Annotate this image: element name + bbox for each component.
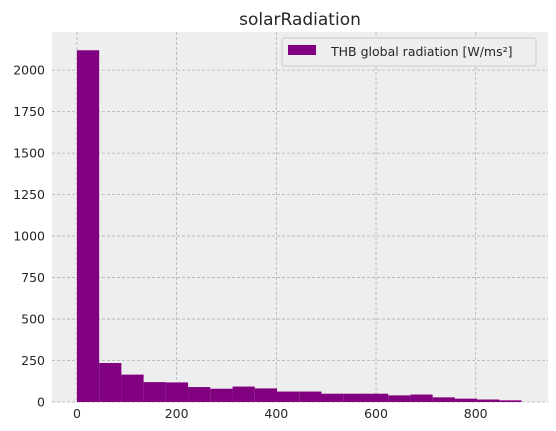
legend-box: [281, 37, 537, 67]
y-tick-label: 1500: [13, 146, 45, 161]
histogram-bar: [343, 393, 366, 402]
histogram-bars: [76, 50, 522, 402]
histogram-bar: [76, 50, 100, 402]
histogram-bar: [254, 388, 278, 402]
legend-swatch: [288, 45, 316, 55]
x-tick-label: 800: [464, 406, 488, 421]
grid-lines: [52, 32, 548, 403]
histogram-bar: [121, 374, 144, 402]
y-tick-label: 0: [37, 395, 45, 410]
x-tick-label: 400: [264, 406, 288, 421]
histogram-bar: [143, 382, 166, 402]
y-tick-label: 250: [21, 353, 45, 368]
y-tick-label: 500: [21, 312, 45, 327]
histogram-bar: [232, 386, 255, 402]
y-axis-ticks: 0 250 500 750 1000 1250 1500 1750 2000: [13, 63, 45, 410]
chart-title: solarRadiation: [239, 10, 361, 30]
histogram-bar: [454, 398, 478, 402]
histogram-bar: [99, 363, 122, 402]
histogram-bar: [432, 397, 455, 402]
histogram-bar: [165, 382, 189, 402]
legend: THB global radiation [W/ms²]: [281, 37, 537, 67]
histogram-bar: [299, 391, 322, 402]
legend-label: THB global radiation [W/ms²]: [330, 44, 513, 59]
histogram-bar: [410, 394, 433, 402]
y-tick-label: 2000: [13, 63, 45, 78]
histogram-bar: [477, 399, 500, 402]
histogram-bar: [210, 388, 233, 402]
histogram-bar: [188, 387, 211, 402]
y-tick-label: 1750: [13, 104, 45, 119]
histogram-bar: [499, 400, 522, 402]
histogram-bar: [388, 395, 411, 402]
x-tick-label: 600: [364, 406, 388, 421]
x-axis-ticks: 0 200 400 600 800: [73, 406, 488, 421]
x-tick-label: 200: [165, 406, 189, 421]
histogram-bar: [365, 393, 389, 402]
y-tick-label: 1000: [13, 229, 45, 244]
y-tick-label: 750: [21, 270, 45, 285]
histogram-bar: [321, 393, 344, 402]
histogram-bar: [277, 391, 300, 402]
x-tick-label: 0: [73, 406, 81, 421]
plot-area: [52, 32, 548, 402]
y-tick-label: 1250: [13, 187, 45, 202]
